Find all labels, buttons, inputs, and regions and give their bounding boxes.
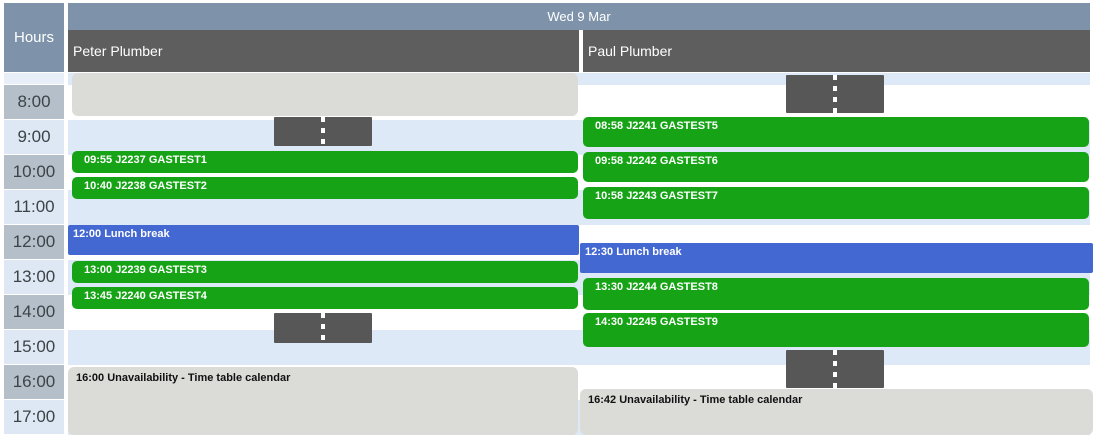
hour-label: 13:00 [4,260,64,294]
job-event[interactable]: 13:45 J2240 GASTEST4 [72,287,578,309]
date-header: Wed 9 Mar [68,3,1090,30]
column-header-paul-plumber: Paul Plumber [583,30,1090,72]
job-event[interactable]: 14:30 J2245 GASTEST9 [583,313,1089,347]
hour-label: 15:00 [4,330,64,364]
job-event[interactable]: 13:00 J2239 GASTEST3 [72,261,578,283]
job-event[interactable]: 08:58 J2241 GASTEST5 [583,117,1089,147]
unavailability-event[interactable]: 16:00 Unavailability - Time table calend… [68,367,578,435]
resource-name: Paul Plumber [588,43,673,59]
job-event[interactable]: 09:55 J2237 GASTEST1 [72,151,578,173]
travel-block [274,117,372,146]
resource-name: Peter Plumber [73,43,163,59]
hour-cell-partial [4,73,64,84]
job-event[interactable]: 10:58 J2243 GASTEST7 [583,187,1089,219]
hour-label: 10:00 [4,155,64,189]
hour-label: 12:00 [4,225,64,259]
travel-block [274,313,372,343]
hour-label: 14:00 [4,295,64,329]
lunch-event[interactable]: 12:30 Lunch break [580,243,1093,273]
travel-dashed-line-icon [833,75,837,113]
unavailability-event[interactable]: 16:42 Unavailability - Time table calend… [580,389,1093,435]
column-header-peter-plumber: Peter Plumber [68,30,579,72]
travel-dashed-line-icon [321,117,325,146]
job-event[interactable]: 09:58 J2242 GASTEST6 [583,152,1089,182]
hour-label: 16:00 [4,365,64,399]
hours-column-header: Hours [4,3,64,72]
hour-label: 11:00 [4,190,64,224]
hour-label: 9:00 [4,120,64,154]
travel-dashed-line-icon [321,313,325,343]
travel-block [786,350,884,388]
hour-label: 8:00 [4,85,64,119]
lunch-event[interactable]: 12:00 Lunch break [68,225,579,255]
hour-label: 17:00 [4,400,64,434]
travel-dashed-line-icon [833,350,837,388]
unavailability-event[interactable] [72,73,578,116]
travel-block [786,75,884,113]
job-event[interactable]: 13:30 J2244 GASTEST8 [583,278,1089,310]
job-event[interactable]: 10:40 J2238 GASTEST2 [72,177,578,199]
